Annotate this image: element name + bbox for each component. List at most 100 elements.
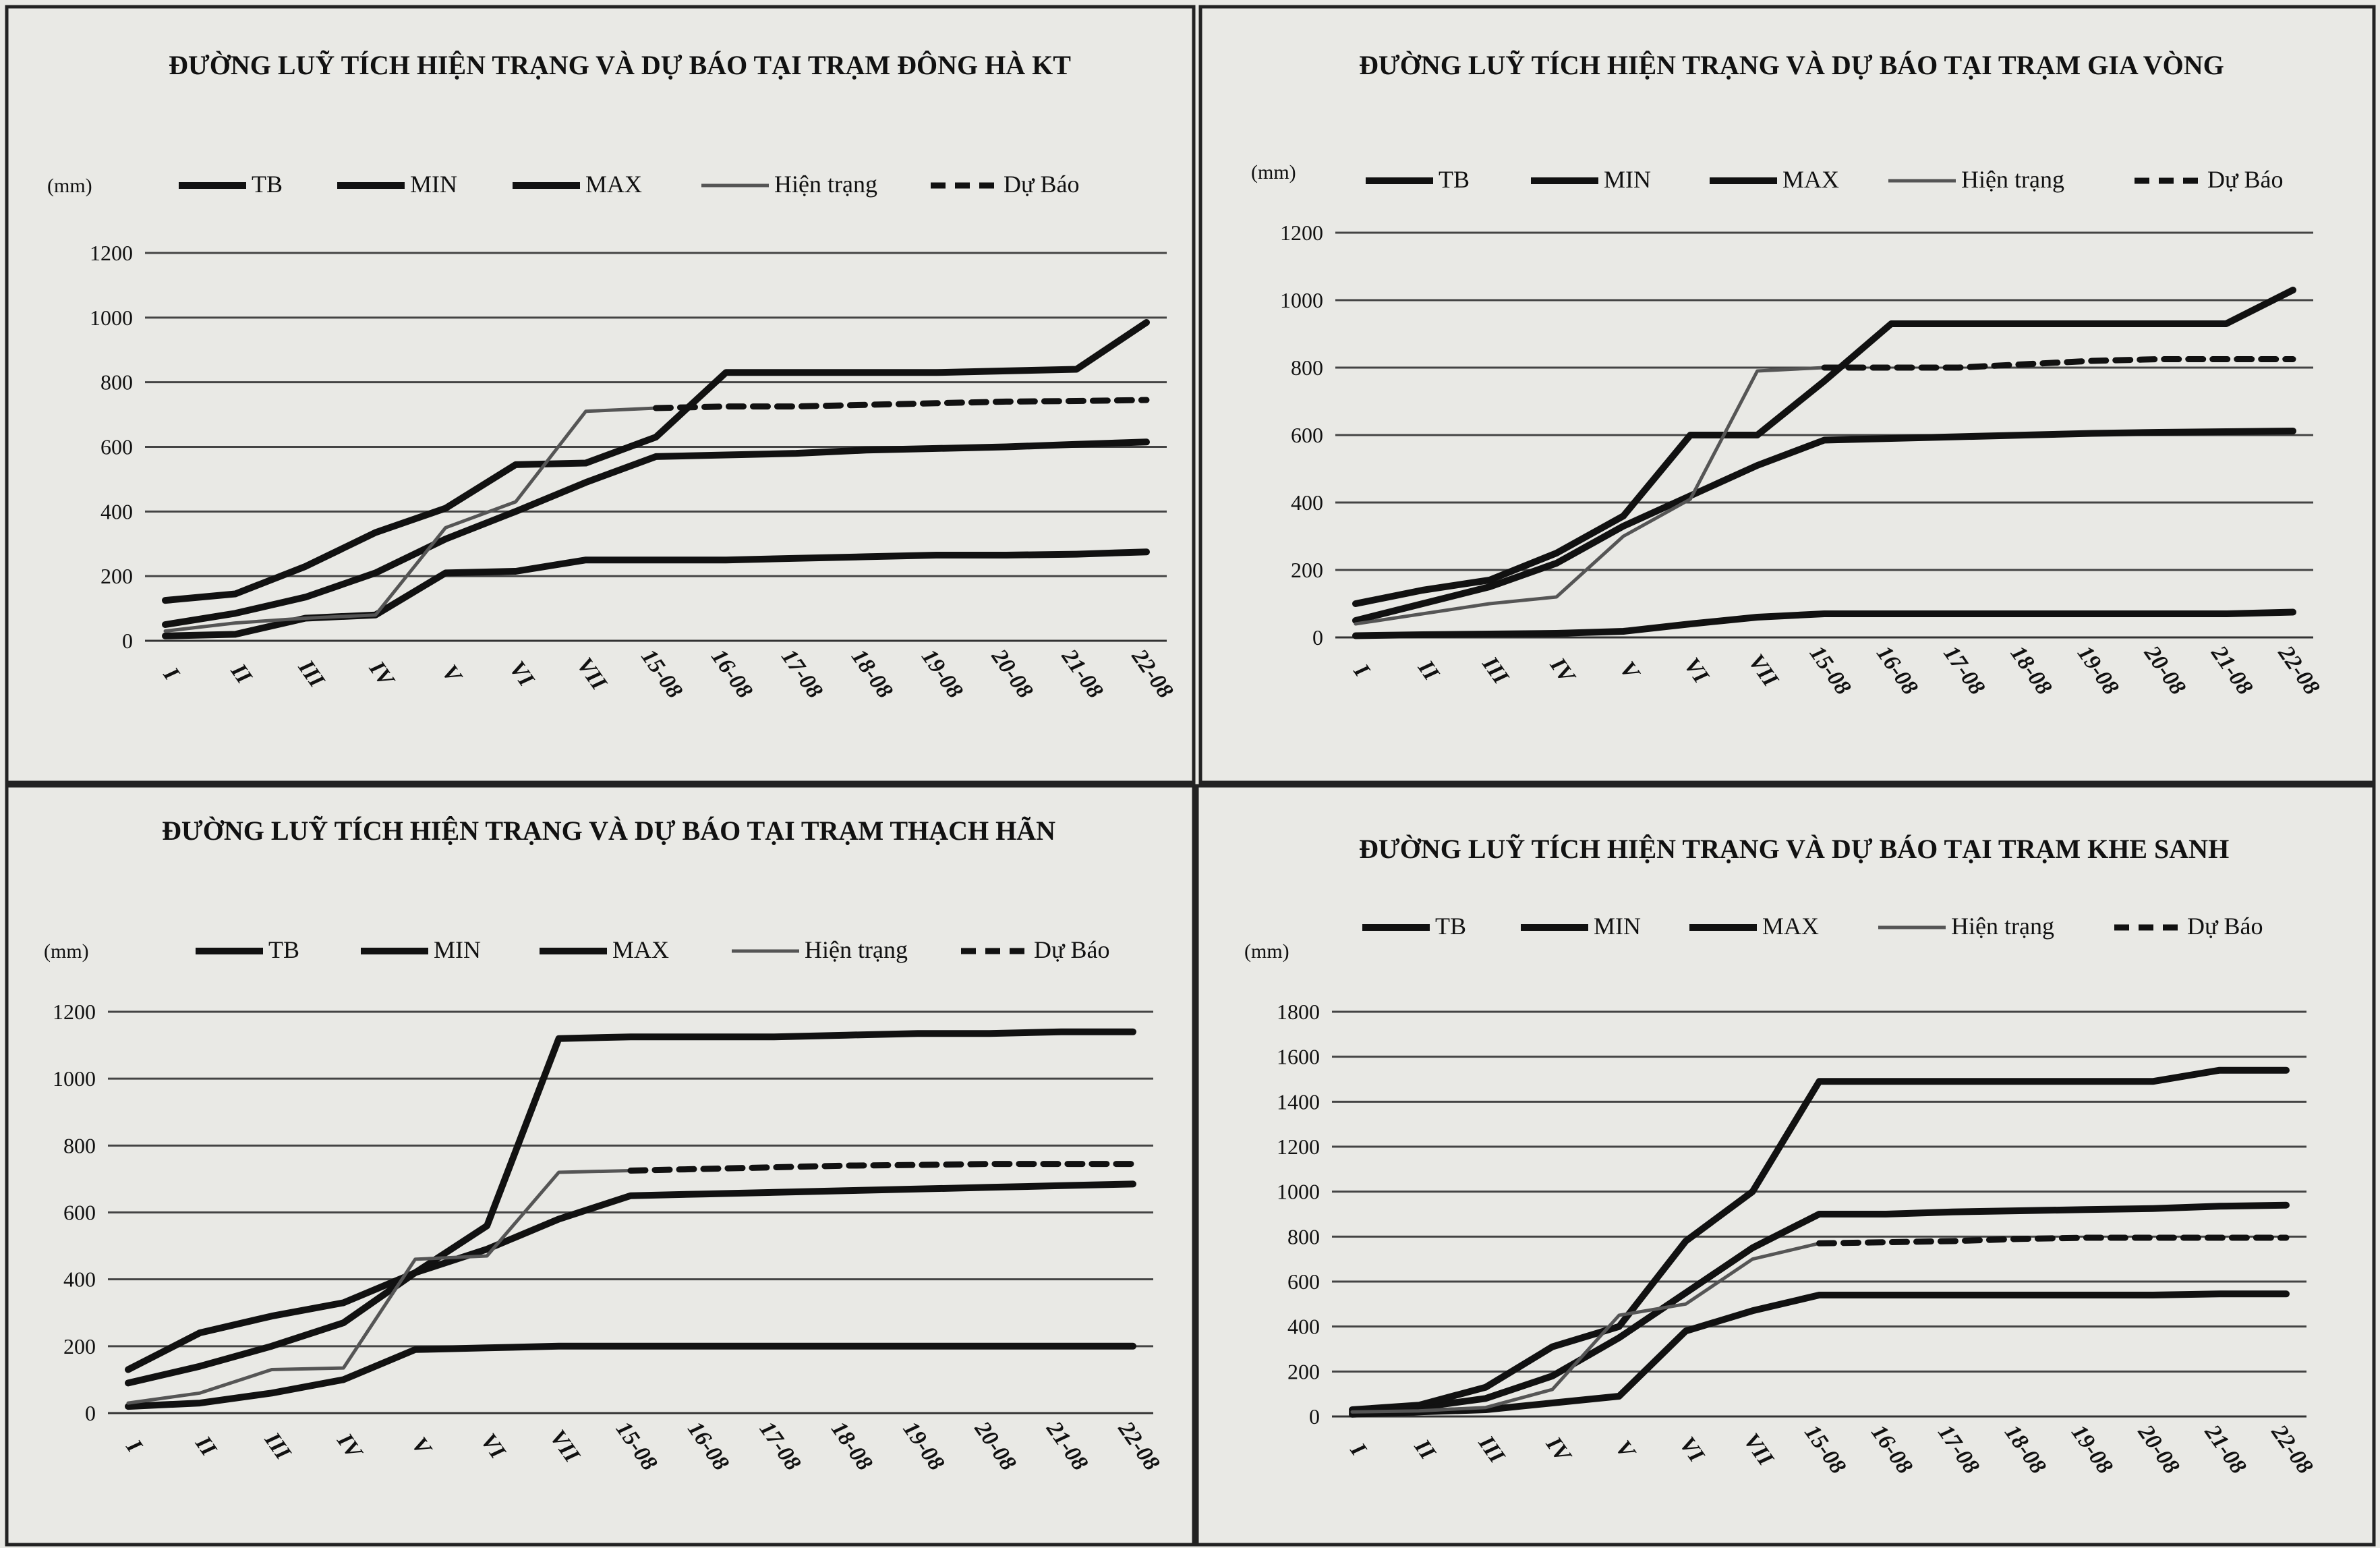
legend-item: MAX <box>1710 166 1839 193</box>
y-tick-label: 1000 <box>53 1066 96 1091</box>
series-line-min <box>125 1342 1136 1410</box>
x-tick-label: 19-08 <box>2072 641 2124 699</box>
panel-border <box>1198 5 2376 784</box>
legend-item: TB <box>1362 913 1466 940</box>
y-tick-label: 400 <box>1291 490 1323 515</box>
y-tick-label: 1000 <box>1280 288 1323 312</box>
x-tick-label: 19-08 <box>898 1417 949 1475</box>
x-tick-label: V <box>437 660 467 689</box>
chart-panel-1: ĐƯỜNG LUỸ TÍCH HIỆN TRẠNG VÀ DỰ BÁO TẠI … <box>1198 5 2376 784</box>
legend-label: Hiện trạng <box>805 936 908 963</box>
x-tick-label: 18-08 <box>2000 1421 2051 1479</box>
y-tick-label: 0 <box>1309 1404 1320 1429</box>
series-line-max <box>1349 1066 2290 1413</box>
legend-label: Dự Báo <box>1034 936 1110 963</box>
series-line-hiện-trạng <box>1354 366 1826 626</box>
legend-item: MIN <box>361 936 481 963</box>
x-tick-label: 17-08 <box>1933 1421 1984 1479</box>
legend-label: MAX <box>1782 166 1839 193</box>
series-line-max <box>125 1028 1136 1373</box>
legend-label: Dự Báo <box>2187 913 2263 940</box>
y-axis-label: (mm) <box>44 940 89 963</box>
y-axis-label: (mm) <box>47 175 92 197</box>
series-line-tb <box>125 1180 1136 1387</box>
y-tick-label: 400 <box>1287 1315 1320 1339</box>
y-axis-label: (mm) <box>1251 161 1296 183</box>
x-tick-label: III <box>259 1427 296 1465</box>
x-tick-label: VI <box>1679 654 1714 689</box>
legend-label: Hiện trạng <box>1961 166 2064 193</box>
legend-item: MAX <box>540 936 669 963</box>
legend-item: MIN <box>1531 166 1651 193</box>
x-tick-label: 17-08 <box>776 645 828 703</box>
legend-item: Dự Báo <box>961 936 1110 963</box>
x-tick-label: IV <box>1540 1432 1576 1468</box>
y-tick-label: 600 <box>1287 1269 1320 1294</box>
x-tick-label: 16-08 <box>1871 641 1923 699</box>
y-tick-label: 800 <box>1291 355 1323 380</box>
legend-label: Dự Báo <box>1004 171 1080 198</box>
series-line-hiện-trạng <box>126 1169 633 1405</box>
x-tick-label: VII <box>572 653 612 695</box>
x-tick-label: IV <box>1544 653 1580 689</box>
legend-item: Dự Báo <box>2135 166 2284 193</box>
x-tick-label: IV <box>332 1429 368 1464</box>
legend-item: Hiện trạng <box>701 171 877 198</box>
y-tick-label: 600 <box>100 435 133 459</box>
x-tick-label: 20-08 <box>2139 641 2190 699</box>
x-tick-label: 22-08 <box>1126 644 1178 703</box>
x-tick-label: III <box>1477 652 1514 689</box>
legend-item: TB <box>196 936 299 963</box>
x-tick-label: V <box>1615 657 1645 685</box>
legend-label: MAX <box>585 171 642 198</box>
series-line-tb <box>162 438 1150 628</box>
x-tick-label: III <box>1473 1431 1510 1468</box>
x-tick-label: 20-08 <box>2132 1420 2184 1479</box>
legend-item: Hiện trạng <box>1878 913 2054 940</box>
series-line-min <box>1352 608 2296 639</box>
x-tick-label: 18-08 <box>2006 641 2057 699</box>
legend-label: TB <box>268 936 299 963</box>
y-tick-label: 1200 <box>1280 221 1323 245</box>
y-tick-label: 1200 <box>90 241 133 265</box>
x-tick-label: 16-08 <box>683 1417 734 1475</box>
series-line-tb <box>1352 428 2296 624</box>
y-tick-label: 600 <box>63 1201 96 1225</box>
series-line-hiện-trạng <box>1350 1241 1821 1414</box>
legend-label: MIN <box>434 936 481 963</box>
x-tick-label: I <box>121 1435 147 1458</box>
x-tick-label: 22-08 <box>2273 641 2324 699</box>
x-tick-label: II <box>190 1431 222 1462</box>
legend-item: MAX <box>1689 913 1819 940</box>
x-tick-label: 21-08 <box>2199 1420 2251 1479</box>
x-tick-label: 19-08 <box>917 645 968 703</box>
y-tick-label: 0 <box>85 1401 96 1425</box>
y-tick-label: 1200 <box>53 1000 96 1024</box>
x-tick-label: II <box>1413 656 1445 686</box>
series-line-min <box>1349 1290 2290 1418</box>
y-tick-label: 0 <box>122 629 133 653</box>
y-tick-label: 400 <box>100 499 133 523</box>
x-tick-label: 15-08 <box>1805 641 1856 699</box>
x-tick-label: I <box>1348 659 1374 682</box>
x-tick-label: III <box>293 655 330 693</box>
x-tick-label: IV <box>364 656 399 692</box>
panel-border <box>1195 784 2376 1547</box>
legend-item: MIN <box>337 171 457 198</box>
x-tick-label: V <box>1610 1436 1641 1464</box>
legend-label: TB <box>1435 913 1466 940</box>
chart-title: ĐƯỜNG LUỸ TÍCH HIỆN TRẠNG VÀ DỰ BÁO TẠI … <box>162 815 1055 846</box>
x-tick-label: 15-08 <box>1799 1421 1851 1479</box>
x-tick-label: VI <box>504 657 540 692</box>
y-tick-label: 1000 <box>1277 1180 1320 1204</box>
x-tick-label: II <box>1409 1435 1441 1465</box>
y-tick-label: 800 <box>1287 1224 1320 1249</box>
y-tick-label: 1800 <box>1277 1000 1320 1024</box>
x-tick-label: 21-08 <box>1056 644 1107 703</box>
x-tick-label: 15-08 <box>611 1417 662 1475</box>
legend-item: Hiện trạng <box>1888 166 2064 193</box>
legend-label: MIN <box>1604 166 1651 193</box>
legend-label: Dự Báo <box>2207 166 2284 193</box>
legend-label: Hiện trạng <box>774 171 877 198</box>
